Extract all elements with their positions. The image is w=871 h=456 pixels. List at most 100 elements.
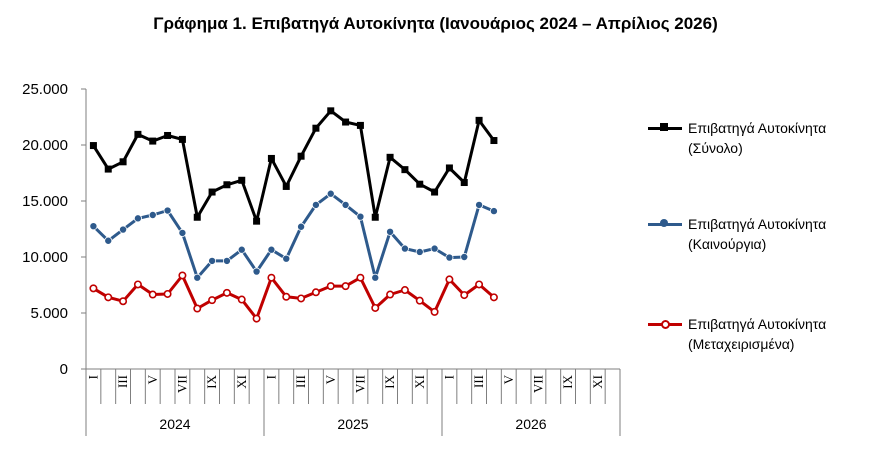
data-point	[208, 188, 216, 196]
data-point	[489, 207, 498, 216]
data-point	[282, 182, 290, 190]
legend-line-new-icon	[648, 219, 682, 227]
data-point	[445, 164, 453, 172]
data-point	[400, 244, 409, 253]
legend-entry-used: Επιβατηγά Αυτοκίνητα (Μεταχειρισμένα)	[648, 314, 868, 354]
month-label: IX	[560, 374, 575, 388]
data-point	[430, 244, 439, 253]
data-point	[163, 206, 172, 215]
data-point	[431, 188, 439, 196]
data-point	[193, 273, 202, 282]
data-point	[89, 142, 97, 150]
data-point	[371, 303, 380, 312]
legend-sublabel-used: (Μεταχειρισμένα)	[688, 336, 795, 352]
y-tick-label: 5.000	[30, 305, 68, 322]
data-point	[119, 158, 127, 166]
y-tick-label: 10.000	[22, 249, 68, 266]
month-label: VII	[530, 375, 545, 393]
month-label: III	[115, 375, 130, 388]
data-point	[326, 282, 335, 291]
data-point	[297, 294, 306, 303]
month-label: IX	[204, 374, 219, 388]
data-point	[267, 154, 275, 162]
data-point	[164, 131, 172, 139]
data-point	[475, 116, 483, 124]
legend-sublabel-new: (Καινούργια)	[688, 236, 767, 252]
data-point	[193, 304, 202, 313]
series-line-1	[92, 192, 495, 280]
data-point	[312, 124, 320, 132]
data-point	[238, 176, 246, 184]
data-point	[267, 273, 276, 282]
legend-line-total-icon	[648, 123, 682, 131]
year-label: 2025	[337, 416, 368, 432]
data-point	[371, 213, 379, 221]
series-line-0	[92, 109, 496, 223]
data-point	[193, 213, 201, 221]
data-point	[252, 267, 261, 276]
legend-entry-new: Επιβατηγά Αυτοκίνητα (Καινούργια)	[648, 214, 868, 254]
data-point	[430, 307, 439, 316]
data-point	[89, 284, 98, 293]
data-point	[356, 212, 365, 221]
data-point	[119, 225, 128, 234]
legend-label-new: Επιβατηγά Αυτοκίνητα	[688, 216, 827, 232]
data-point	[460, 179, 468, 187]
month-label: V	[323, 374, 338, 384]
data-point	[445, 275, 454, 284]
month-label: III	[293, 375, 308, 388]
data-point	[148, 210, 157, 219]
data-point	[208, 296, 217, 305]
data-point	[104, 293, 113, 302]
data-point	[460, 291, 469, 300]
data-point	[386, 153, 394, 161]
month-label: I	[441, 375, 456, 379]
data-point	[415, 247, 424, 256]
data-point	[237, 295, 246, 304]
data-point	[489, 293, 498, 302]
data-point	[282, 292, 291, 301]
data-point	[178, 271, 187, 280]
data-point	[342, 118, 350, 126]
data-point	[297, 222, 306, 231]
y-tick-label: 15.000	[22, 193, 68, 210]
data-point	[311, 200, 320, 209]
data-point	[104, 236, 113, 245]
data-point	[178, 135, 186, 143]
data-point	[475, 280, 484, 289]
data-point	[297, 152, 305, 160]
month-label: XI	[234, 375, 249, 389]
month-label: IX	[382, 374, 397, 388]
year-label: 2024	[159, 416, 190, 432]
data-point	[267, 245, 276, 254]
chart-title: Γράφημα 1. Επιβατηγά Αυτοκίνητα (Ιανουάρ…	[153, 14, 718, 33]
data-point	[356, 121, 364, 129]
data-point	[327, 107, 335, 115]
month-label: V	[501, 374, 516, 384]
data-point	[253, 217, 261, 225]
data-point	[148, 290, 157, 299]
data-point	[400, 286, 409, 295]
month-label: XI	[412, 375, 427, 389]
legend-label-used: Επιβατηγά Αυτοκίνητα	[688, 316, 827, 332]
data-point	[460, 252, 469, 261]
month-label: III	[471, 375, 486, 388]
data-point	[415, 296, 424, 305]
legend-sublabel-total: (Σύνολο)	[688, 140, 743, 156]
data-point	[252, 314, 261, 323]
data-point	[89, 222, 98, 231]
data-point	[371, 273, 380, 282]
legend-label-total: Επιβατηγά Αυτοκίνητα	[688, 120, 827, 136]
legend-entry-total: Επιβατηγά Αυτοκίνητα (Σύνολο)	[648, 118, 868, 158]
data-point	[237, 245, 246, 254]
data-point	[222, 256, 231, 265]
data-point	[133, 280, 142, 289]
data-point	[282, 254, 291, 263]
data-point	[149, 137, 157, 145]
data-point	[119, 297, 128, 306]
y-tick-label: 0	[60, 361, 68, 378]
data-point	[134, 130, 142, 138]
year-label: 2026	[515, 416, 546, 432]
month-label: VII	[352, 375, 367, 393]
